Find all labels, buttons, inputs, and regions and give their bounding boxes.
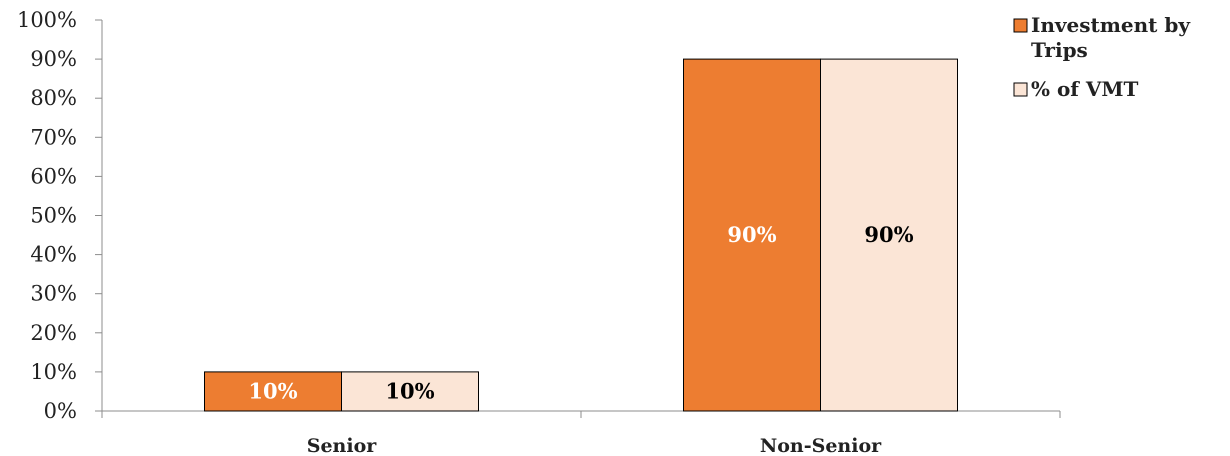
bar xyxy=(683,58,821,412)
y-tick-label: 80% xyxy=(30,86,77,110)
data-label: 10% xyxy=(385,378,434,403)
x-axis: Senior Non-Senior xyxy=(101,410,1061,456)
bar xyxy=(820,58,958,412)
bar xyxy=(341,371,479,412)
bar xyxy=(204,371,342,412)
legend-entry: Investment by Trips xyxy=(1031,13,1191,62)
y-tick-label: 40% xyxy=(30,243,77,267)
legend-entry-line: Investment by xyxy=(1031,13,1191,37)
y-tick-label: 0% xyxy=(44,399,77,423)
data-label: 90% xyxy=(864,222,913,247)
y-tick-label: 10% xyxy=(30,360,77,384)
bars xyxy=(204,58,958,412)
data-label: 10% xyxy=(248,378,297,403)
y-tick-label: 30% xyxy=(30,282,77,306)
legend-swatch xyxy=(1013,18,1028,33)
y-axis: 0% 10% 20% 30% 40% 50% 60% 70% 80% 90% 100% xyxy=(17,8,103,423)
legend-swatch xyxy=(1013,82,1028,97)
x-category-label: Senior xyxy=(307,435,378,456)
legend-entry-line: Trips xyxy=(1031,38,1088,62)
y-tick-label: 50% xyxy=(30,204,77,228)
y-tick-label: 70% xyxy=(30,125,77,149)
y-tick-label: 100% xyxy=(17,8,77,32)
legend: Investment by Trips % of VMT xyxy=(1013,13,1191,101)
legend-entry: % of VMT xyxy=(1031,77,1139,101)
data-label: 90% xyxy=(727,222,776,247)
y-tick-label: 90% xyxy=(30,47,77,71)
x-category-label: Non-Senior xyxy=(760,435,882,456)
y-tick-label: 20% xyxy=(30,321,77,345)
y-tick-label: 60% xyxy=(30,164,77,188)
legend-entry-line: % of VMT xyxy=(1031,77,1139,101)
data-labels: 10% 10% 90% 90% xyxy=(248,222,913,403)
